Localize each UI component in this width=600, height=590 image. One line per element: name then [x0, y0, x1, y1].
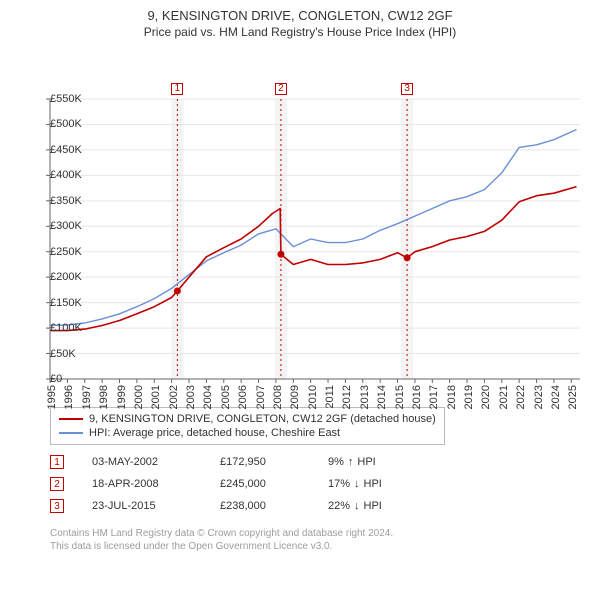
transactions-table: 103-MAY-2002£172,9509%↑HPI218-APR-2008£2… — [50, 451, 600, 517]
x-tick-label: 2021 — [494, 385, 510, 409]
y-tick-label: £150K — [50, 297, 54, 309]
x-tick-label: 2002 — [164, 385, 180, 409]
x-tick-label: 2016 — [407, 385, 423, 409]
x-tick-label: 1998 — [94, 385, 110, 409]
x-tick-label: 2007 — [251, 385, 267, 409]
transaction-diff: 9% ↑HPI — [328, 456, 376, 468]
arrow-down-icon: ↓ — [354, 500, 360, 512]
transaction-row: 1 03-MAY-2002 £172,950 9% ↑HPI — [50, 451, 600, 473]
x-tick-label: 2001 — [146, 385, 162, 409]
legend-item: HPI: Average price, detached house, Ches… — [59, 426, 436, 440]
transaction-row: 3 23-JUL-2015 £238,000 22% ↓ HPI — [50, 495, 600, 517]
footer-line-2: This data is licensed under the Open Gov… — [50, 540, 600, 553]
x-tick-label: 2023 — [529, 385, 545, 409]
y-tick-label: £300K — [50, 220, 54, 232]
x-tick-label: 2022 — [511, 385, 527, 409]
transaction-diff-vs: HPI — [364, 478, 382, 490]
transaction-date: 18-APR-2008 — [92, 478, 192, 490]
x-tick-label: 2019 — [459, 385, 475, 409]
transaction-price: £245,000 — [220, 478, 300, 490]
chart-subtitle: Price paid vs. HM Land Registry's House … — [0, 25, 600, 39]
x-tick-label: 1997 — [77, 385, 93, 409]
chart-title: 9, KENSINGTON DRIVE, CONGLETON, CW12 2GF — [0, 8, 600, 23]
x-tick-label: 2004 — [198, 385, 214, 409]
y-tick-label: £250K — [50, 246, 54, 258]
y-tick-label: £50K — [50, 348, 54, 360]
x-tick-label: 2011 — [320, 385, 336, 409]
x-tick-label: 2009 — [285, 385, 301, 409]
transaction-diff-pct: 9% — [328, 456, 344, 468]
x-tick-label: 2020 — [476, 385, 492, 409]
plot-overlay: £0 £50K £100K £150K £200K £250K £300K £350K £400… — [0, 39, 600, 399]
x-tick-label: 2008 — [268, 385, 284, 409]
transaction-row: 2 18-APR-2008 £245,000 17% ↓ HPI — [50, 473, 600, 495]
transaction-diff-vs: HPI — [364, 500, 382, 512]
y-tick-label: £350K — [50, 195, 54, 207]
x-tick-label: 2010 — [303, 385, 319, 409]
x-tick-label: 2003 — [181, 385, 197, 409]
chart-container: 9, KENSINGTON DRIVE, CONGLETON, CW12 2GF… — [0, 0, 600, 561]
x-tick-label: 2005 — [216, 385, 232, 409]
transaction-date: 23-JUL-2015 — [92, 500, 192, 512]
arrow-down-icon: ↓ — [354, 478, 360, 490]
legend: 9, KENSINGTON DRIVE, CONGLETON, CW12 2GF… — [50, 407, 445, 445]
x-tick-label: 1995 — [42, 385, 58, 409]
transaction-price: £238,000 — [220, 500, 300, 512]
x-tick-label: 2025 — [563, 385, 579, 409]
legend-swatch — [59, 418, 83, 420]
transaction-badge: 1 — [50, 455, 64, 469]
y-tick-label: £450K — [50, 144, 54, 156]
x-tick-label: 2024 — [546, 385, 562, 409]
chart-area: £0 £50K £100K £150K £200K £250K £300K £350K £400… — [0, 39, 600, 399]
legend-swatch — [59, 432, 83, 434]
y-tick-label: £100K — [50, 322, 54, 334]
attribution-footer: Contains HM Land Registry data © Crown c… — [50, 527, 600, 561]
x-tick-label: 2012 — [337, 385, 353, 409]
x-tick-label: 2018 — [442, 385, 458, 409]
x-tick-label: 2017 — [424, 385, 440, 409]
x-tick-label: 1999 — [112, 385, 128, 409]
transaction-diff: 22% ↓ HPI — [328, 500, 382, 512]
sale-marker-badge: 3 — [401, 83, 413, 95]
transaction-diff: 17% ↓ HPI — [328, 478, 382, 490]
x-tick-label: 2000 — [129, 385, 145, 409]
x-tick-label: 2015 — [390, 385, 406, 409]
transaction-badge: 3 — [50, 499, 64, 513]
legend-item: 9, KENSINGTON DRIVE, CONGLETON, CW12 2GF… — [59, 412, 436, 426]
x-tick-label: 2006 — [233, 385, 249, 409]
arrow-up-icon: ↑ — [348, 456, 354, 468]
legend-label: 9, KENSINGTON DRIVE, CONGLETON, CW12 2GF… — [89, 413, 436, 425]
y-tick-label: £400K — [50, 169, 54, 181]
x-tick-label: 2014 — [372, 385, 388, 409]
titles: 9, KENSINGTON DRIVE, CONGLETON, CW12 2GF… — [0, 0, 600, 39]
transaction-diff-pct: 22% — [328, 500, 350, 512]
sale-marker-badge: 1 — [171, 83, 183, 95]
x-tick-label: 2013 — [355, 385, 371, 409]
y-tick-label: £200K — [50, 271, 54, 283]
sale-marker-badge: 2 — [275, 83, 287, 95]
transaction-price: £172,950 — [220, 456, 300, 468]
transaction-diff-vs: HPI — [357, 456, 375, 468]
x-tick-label: 1996 — [59, 385, 75, 409]
transaction-diff-pct: 17% — [328, 478, 350, 490]
y-tick-label: £0 — [50, 373, 54, 385]
transaction-date: 03-MAY-2002 — [92, 456, 192, 468]
transaction-badge: 2 — [50, 477, 64, 491]
legend-label: HPI: Average price, detached house, Ches… — [89, 427, 340, 439]
y-tick-label: £550K — [50, 93, 54, 105]
footer-line-1: Contains HM Land Registry data © Crown c… — [50, 527, 600, 540]
y-tick-label: £500K — [50, 118, 54, 130]
